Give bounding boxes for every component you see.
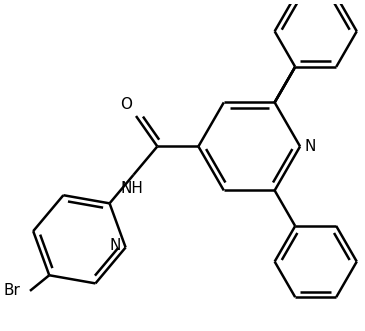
Text: Br: Br xyxy=(3,283,20,298)
Text: NH: NH xyxy=(120,181,143,196)
Text: N: N xyxy=(305,139,316,154)
Text: O: O xyxy=(120,97,132,112)
Text: N: N xyxy=(110,238,121,253)
